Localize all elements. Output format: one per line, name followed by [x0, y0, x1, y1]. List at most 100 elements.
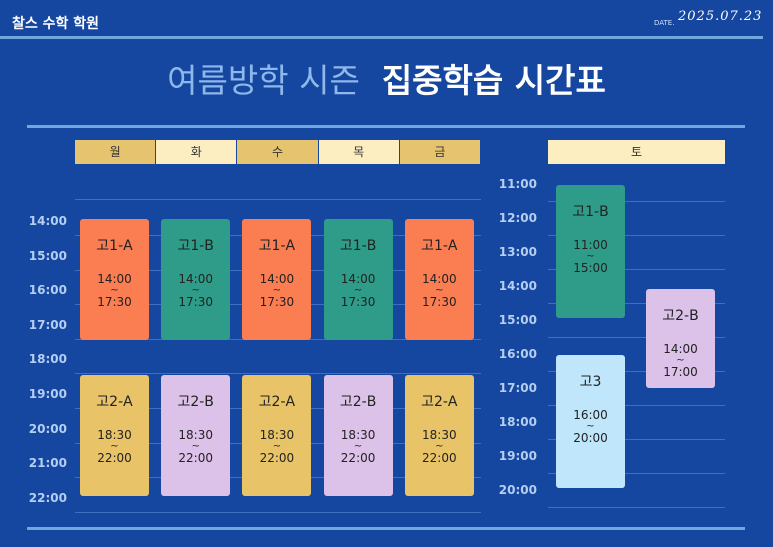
end-time: 22:00 — [259, 450, 295, 465]
grid-line — [548, 439, 725, 440]
time-label: 16:00 — [28, 283, 67, 298]
grid-line — [548, 473, 725, 474]
time-separator: ~ — [191, 440, 200, 452]
day-header: 월 — [75, 140, 156, 164]
end-time: 22:00 — [97, 450, 132, 465]
end-time: 22:00 — [340, 450, 376, 465]
class-block: 고2-A 18:30 ~22:00 — [404, 374, 474, 496]
time-label: 11:00 — [498, 177, 537, 191]
time-label: 22:00 — [28, 490, 67, 505]
divider — [0, 36, 763, 39]
grid-line — [75, 511, 481, 513]
start-time: 14:00 — [259, 272, 295, 286]
end-time: 22:00 — [422, 450, 457, 465]
class-block: 고2-B 14:00 ~17:00 — [646, 289, 715, 388]
day-header: 목 — [318, 140, 399, 164]
start-time: 18:30 — [259, 427, 295, 442]
divider — [27, 125, 745, 128]
time-label: 17:00 — [498, 381, 537, 395]
end-time: 17:00 — [663, 365, 698, 379]
start-time: 18:30 — [422, 427, 457, 442]
start-time: 16:00 — [573, 408, 608, 422]
time-label: 14:00 — [498, 279, 537, 293]
time-label: 18:00 — [28, 352, 67, 367]
class-name: 고2-B — [339, 393, 377, 410]
end-time: 22:00 — [178, 450, 213, 465]
class-name: 고1-A — [96, 238, 133, 254]
class-block: 고3 16:00 ~20:00 — [556, 355, 625, 488]
time-separator: ~ — [353, 440, 363, 452]
day-header: 금 — [399, 140, 480, 164]
class-name: 고1-B — [572, 204, 609, 220]
end-time: 17:30 — [259, 295, 295, 309]
start-time: 14:00 — [663, 342, 698, 356]
time-label: 15:00 — [28, 248, 67, 263]
class-block: 고1-B 14:00 ~17:30 — [161, 219, 231, 341]
academy-name: 찰스 수학 학원 — [12, 16, 100, 32]
time-label: 14:00 — [28, 214, 67, 228]
time-separator: ~ — [586, 421, 595, 432]
end-time: 17:30 — [178, 295, 213, 309]
time-label: 12:00 — [498, 211, 537, 225]
time-label: 16:00 — [498, 347, 537, 361]
start-time: 11:00 — [573, 238, 608, 252]
time-label: 19:00 — [498, 449, 537, 463]
class-name: 고1-B — [177, 238, 214, 254]
end-time: 20:00 — [573, 431, 608, 445]
time-label: 18:00 — [498, 415, 537, 429]
class-name: 고2-A — [258, 393, 296, 410]
time-separator: ~ — [272, 285, 282, 296]
start-time: 14:00 — [422, 272, 457, 286]
class-block: 고2-B 18:30 ~22:00 — [323, 374, 393, 496]
divider — [27, 527, 745, 530]
title: 여름방학 시즌 집중학습 시간표 — [0, 54, 773, 102]
class-block: 고1-B 14:00 ~17:30 — [323, 219, 393, 341]
class-block: 고2-A 18:30 ~22:00 — [242, 374, 312, 496]
time-separator: ~ — [353, 285, 363, 296]
end-time: 15:00 — [573, 261, 608, 275]
end-time: 17:30 — [422, 295, 457, 309]
class-name: 고2-B — [177, 393, 214, 410]
start-time: 14:00 — [97, 272, 132, 286]
class-block: 고2-A 18:30 ~22:00 — [80, 374, 149, 496]
class-block: 고2-B 18:30 ~22:00 — [161, 374, 231, 496]
start-time: 18:30 — [340, 427, 376, 442]
time-separator: ~ — [676, 355, 685, 366]
grid-line — [548, 507, 725, 508]
class-name: 고1-B — [339, 238, 377, 254]
time-separator: ~ — [110, 440, 119, 452]
start-time: 18:30 — [97, 427, 132, 442]
class-name: 고3 — [579, 374, 602, 390]
class-name: 고1-A — [421, 238, 458, 254]
time-separator: ~ — [586, 251, 595, 262]
title-bold: 집중학습 시간표 — [381, 61, 606, 100]
grid-line — [548, 235, 725, 236]
start-time: 14:00 — [340, 272, 376, 286]
start-time: 14:00 — [178, 272, 213, 286]
time-label: 15:00 — [498, 313, 537, 327]
time-separator: ~ — [435, 285, 444, 296]
class-block: 고1-A 14:00 ~17:30 — [242, 219, 312, 341]
class-name: 고2-B — [662, 308, 699, 324]
time-separator: ~ — [435, 440, 444, 452]
grid-line — [548, 269, 725, 270]
grid-line — [548, 371, 725, 372]
class-block: 고1-A 14:00 ~17:30 — [80, 219, 149, 341]
time-label: 13:00 — [498, 245, 537, 259]
grid-line — [75, 373, 481, 375]
time-separator: ~ — [191, 285, 200, 296]
title-light: 여름방학 시즌 — [167, 61, 360, 100]
time-separator: ~ — [272, 440, 282, 452]
grid-line — [548, 303, 725, 304]
time-label: 20:00 — [498, 483, 537, 497]
grid-line — [75, 199, 481, 200]
class-name: 고1-A — [258, 238, 296, 254]
grid-line — [548, 337, 725, 338]
time-label: 21:00 — [28, 456, 67, 471]
day-header: 수 — [237, 140, 318, 164]
day-header: 화 — [156, 140, 237, 164]
end-time: 17:30 — [97, 295, 132, 309]
end-time: 17:30 — [340, 295, 376, 309]
class-name: 고2-A — [421, 393, 458, 410]
class-block: 고1-A 14:00 ~17:30 — [404, 219, 474, 341]
